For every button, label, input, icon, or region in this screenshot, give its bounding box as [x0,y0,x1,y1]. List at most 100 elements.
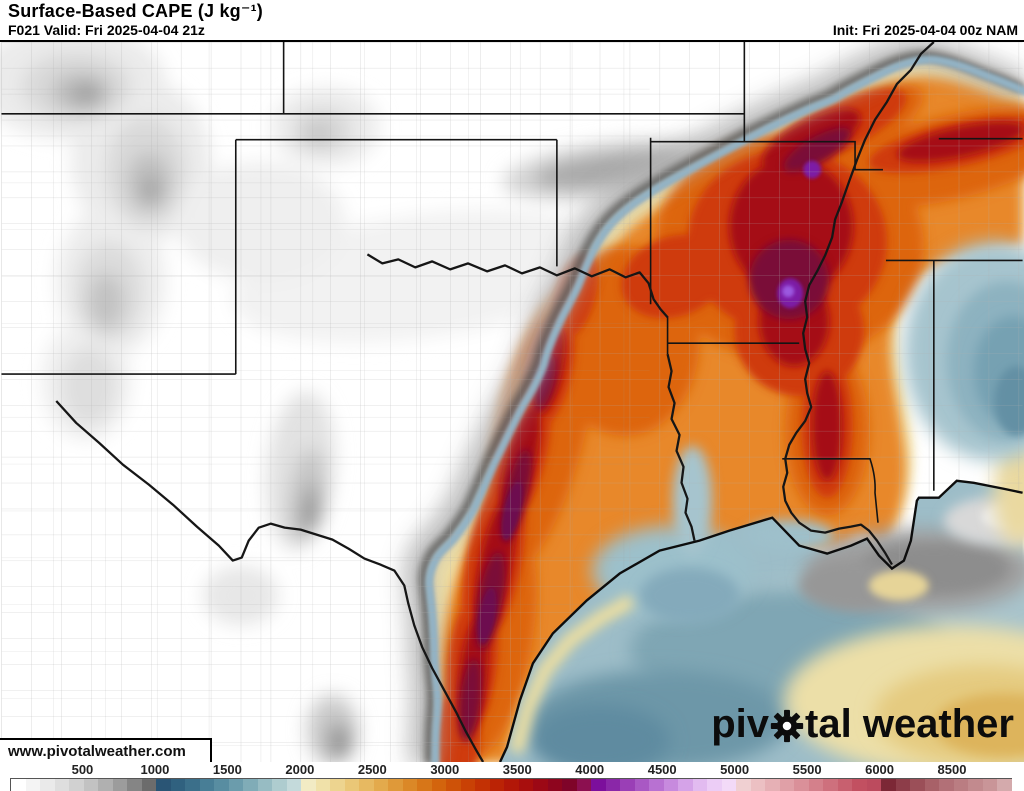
colorbar-segment [475,779,490,791]
rio-grande-border [55,400,485,762]
colorbar-segment [765,779,780,791]
colorbar-tick-label: 4500 [647,762,677,777]
colorbar-segment [98,779,113,791]
colorbar-segment [301,779,316,791]
colorbar-segment [881,779,896,791]
state-borders [1,42,1023,523]
colorbar-tick-label: 8500 [937,762,967,777]
colorbar-segment [678,779,693,791]
colorbar-segment [315,779,330,791]
colorbar-segment [620,779,635,791]
colorbar-segment [228,779,243,791]
colorbar-segment [83,779,98,791]
colorbar-segment [40,779,55,791]
pivotal-weather-logo: piv tal weather [711,704,1014,744]
colorbar-segment [417,779,432,791]
colorbar-segment [54,779,69,791]
colorbar-tick-label: 1000 [140,762,170,777]
colorbar-segment [692,779,707,791]
colorbar-segment [185,779,200,791]
colorbar-segment [736,779,751,791]
colorbar-segment [402,779,417,791]
colorbar-tick-label: 4000 [575,762,605,777]
colorbar-segment [127,779,142,791]
colorbar-segment [69,779,84,791]
colorbar-segment [460,779,475,791]
colorbar-segment [112,779,127,791]
colorbar-segment [359,779,374,791]
colorbar-segment [156,779,171,791]
colorbar-tick-label: 6000 [865,762,895,777]
colorbar-segment [895,779,910,791]
colorbar-segment [866,779,881,791]
watermark-url[interactable]: www.pivotalweather.com [8,742,186,760]
colorbar-segment [750,779,765,791]
colorbar-segment [576,779,591,791]
colorbar-segment [968,779,983,791]
colorbar-tick-label: 2500 [357,762,387,777]
colorbar-segment [982,779,997,791]
rivers [55,42,935,762]
colorbar-segment [562,779,577,791]
colorbar-labels: 500 1000 1500 2000 2500 3000 3500 4000 4500 5000 5… [0,762,1024,777]
coastline [498,479,1023,762]
colorbar-segment [547,779,562,791]
colorbar-segment [605,779,620,791]
sabine-river [666,353,696,541]
colorbar-segment [286,779,301,791]
page-title: Surface-Based CAPE (J kg⁻¹) [8,1,263,21]
colorbar-segment [924,779,939,791]
colorbar-segment [504,779,519,791]
colorbar-segment [344,779,359,791]
colorbar-segment [533,779,548,791]
colorbar-segment [939,779,954,791]
colorbar-segment [257,779,272,791]
header: Surface-Based CAPE (J kg⁻¹) F021 Valid: … [0,0,1024,40]
colorbar-segment [373,779,388,791]
colorbar-tick-label: 1500 [212,762,242,777]
colorbar-segment [823,779,838,791]
colorbar-segment [910,779,925,791]
colorbar-tick-label: 3000 [430,762,460,777]
colorbar-segment [808,779,823,791]
colorbar-tick-label: 500 [71,762,94,777]
colorbar-scale [10,778,1012,791]
watermark-box: www.pivotalweather.com [0,738,212,762]
colorbar-segment [330,779,345,791]
colorbar-tick-label: 5500 [792,762,822,777]
colorbar-segment [794,779,809,791]
colorbar-tick-label: 5000 [720,762,750,777]
red-river [366,253,669,318]
colorbar-segment [779,779,794,791]
model-init-label: Init: Fri 2025-04-04 00z NAM [832,22,1018,38]
gear-icon [770,709,804,743]
colorbar-segment [707,779,722,791]
colorbar-segment [446,779,461,791]
colorbar-segment [852,779,867,791]
colorbar-segment [199,779,214,791]
colorbar-segment [170,779,185,791]
colorbar-segment [25,779,40,791]
colorbar-segment [837,779,852,791]
colorbar-segment [997,779,1012,791]
colorbar-tick-label: 2000 [285,762,315,777]
colorbar-segment [11,779,26,791]
cape-colorbar: 500 1000 1500 2000 2500 3000 3500 4000 4500 5000 5… [0,762,1024,791]
colorbar-segment [518,779,533,791]
cape-map-canvas [0,42,1024,762]
coastal-cream-band [509,594,636,754]
colorbar-segment [214,779,229,791]
colorbar-segment [721,779,736,791]
colorbar-segment [431,779,446,791]
logo-text-right: tal weather [805,702,1014,746]
colorbar-segment [634,779,649,791]
colorbar-segment [649,779,664,791]
colorbar-segment [388,779,403,791]
map-area: www.pivotalweather.com piv [0,40,1024,762]
colorbar-segment [953,779,968,791]
colorbar-segment [243,779,258,791]
colorbar-tick-label: 3500 [502,762,532,777]
colorbar-segment [272,779,287,791]
mississippi-river [782,42,935,566]
